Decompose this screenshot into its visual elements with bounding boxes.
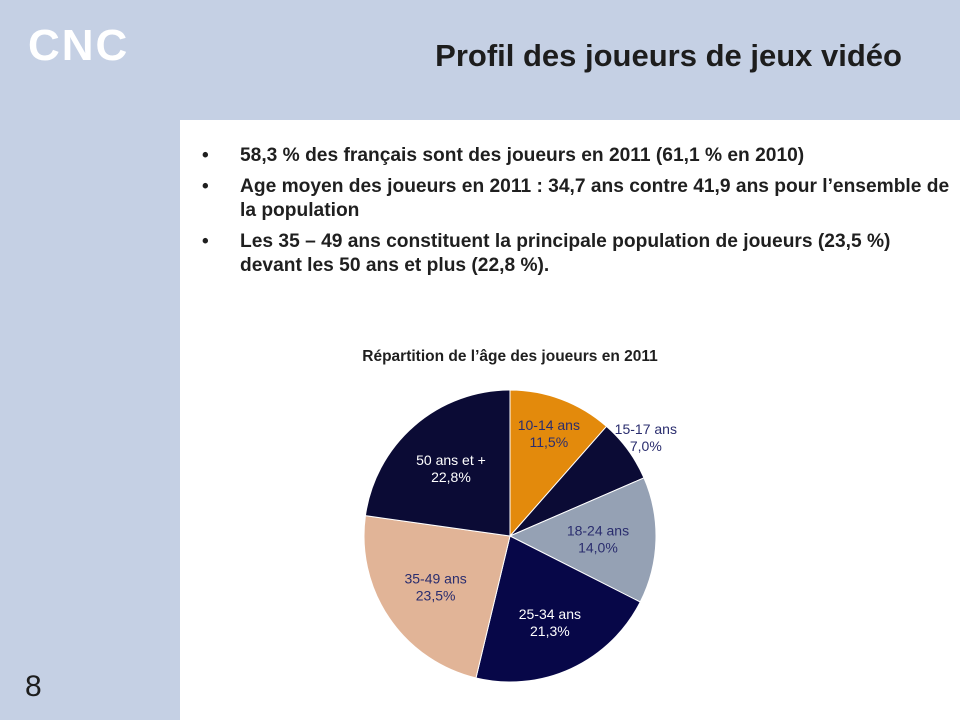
bullet-text: Age moyen des joueurs en 2011 : 34,7 ans… <box>240 176 950 221</box>
slice-label: 15-17 ans 7,0% <box>615 421 677 454</box>
content-panel: • 58,3 % des français sont des joueurs en… <box>180 120 960 720</box>
pie-slice <box>475 535 641 683</box>
pie-chart: 10-14 ans 11,5% 15-17 ans 7,0% 18-24 ans 14,0… <box>363 389 677 683</box>
slice-label: 50 ans et +22,8% <box>416 452 486 485</box>
pie-slice <box>363 515 511 679</box>
bullet-dot-icon: • <box>202 145 209 166</box>
slide-title: Profil des joueurs de jeux vidéo <box>435 38 902 73</box>
slice-label: 35-49 ans 23,5% <box>404 571 466 604</box>
pie-slice <box>508 477 657 603</box>
bullet-item: • 58,3 % des français sont des joueurs en… <box>198 144 950 168</box>
pie-slice <box>364 389 511 537</box>
bullet-item: • Les 35 – 49 ans constituent la principa… <box>198 230 950 278</box>
slice-label: 25-34 ans 21,3% <box>519 606 581 639</box>
bullet-list: • 58,3 % des français sont des joueurs en… <box>198 144 950 285</box>
pie-slice <box>509 389 608 538</box>
bullet-dot-icon: • <box>202 231 209 252</box>
slice-label: 10-14 ans 11,5% <box>518 417 580 450</box>
chart-title: Répartition de l’âge des joueurs en 2011 <box>362 348 658 365</box>
bullet-text: 58,3 % des français sont des joueurs en … <box>240 145 805 166</box>
bullet-item: • Age moyen des joueurs en 2011 : 34,7 an… <box>198 175 950 223</box>
bullet-dot-icon: • <box>202 176 209 197</box>
slice-label: 18-24 ans 14,0% <box>567 523 629 556</box>
bullet-text: Les 35 – 49 ans constituent la principal… <box>240 231 891 276</box>
cnc-logo: CNC <box>28 21 130 70</box>
page-number: 8 <box>25 670 42 703</box>
